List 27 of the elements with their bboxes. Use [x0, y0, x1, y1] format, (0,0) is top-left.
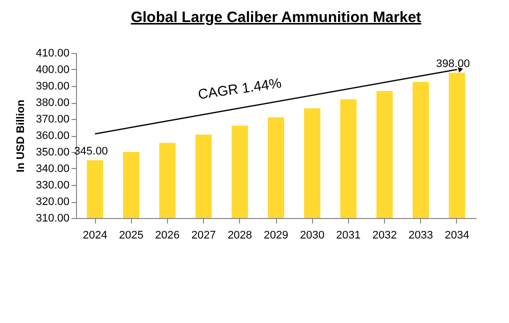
- x-tick-label: 2025: [118, 230, 144, 242]
- x-tick-label: 2031: [336, 230, 361, 242]
- y-tick-label: 380.00: [36, 97, 70, 109]
- y-tick-label: 340.00: [36, 163, 70, 175]
- y-tick-label: 310.00: [36, 212, 70, 224]
- data-label: 398.00: [436, 58, 470, 70]
- y-tick-label: 350.00: [36, 146, 70, 158]
- x-tick-label: 2034: [444, 230, 470, 242]
- y-tick-label: 320.00: [36, 196, 70, 208]
- x-tick-label: 2028: [228, 230, 252, 242]
- y-tick-label: 400.00: [36, 64, 70, 76]
- x-tick-label: 2027: [191, 230, 216, 242]
- y-tick-label: 390.00: [36, 80, 70, 92]
- x-tick-label: 2032: [372, 230, 397, 242]
- x-tick-label: 2033: [408, 230, 434, 242]
- x-tick-label: 2024: [82, 230, 108, 242]
- y-tick-label: 360.00: [36, 130, 70, 142]
- x-tick-label: 2026: [155, 230, 180, 242]
- y-axis-title: In USD Billion: [14, 99, 27, 172]
- y-tick-label: 370.00: [36, 114, 70, 126]
- annotation: CAGR 1.44%: [196, 74, 282, 102]
- x-tick-label: 2029: [264, 230, 288, 242]
- y-tick-label: 330.00: [36, 180, 70, 192]
- y-tick-label: 410.00: [36, 48, 70, 60]
- chart-title: Global Large Caliber Ammunition Market: [130, 9, 422, 26]
- x-tick-label: 2030: [300, 230, 324, 242]
- data-label: 345.00: [74, 145, 108, 158]
